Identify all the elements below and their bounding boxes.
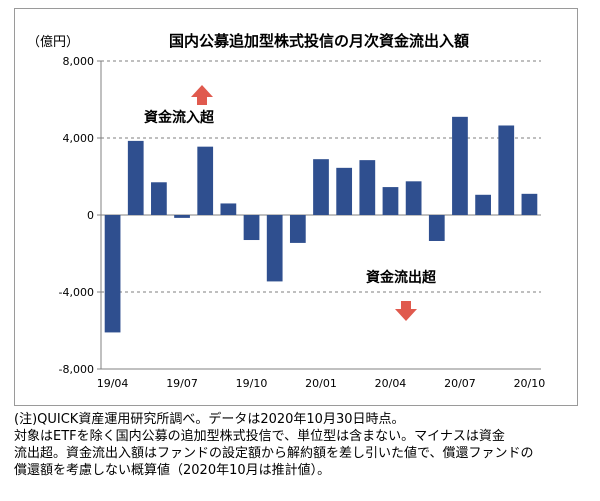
bar-20/01 [313,159,329,215]
bar-19/08 [197,146,214,215]
bar-19/11 [266,215,283,282]
x-tick-label: 20/10 [514,377,546,390]
y-tick-label: -4,000 [59,286,94,299]
x-tick-label: 20/04 [375,377,407,390]
down-arrow-icon [395,301,417,321]
bar-20/02 [336,167,353,215]
x-tick-labels: 19/04 19/07 19/10 20/01 20/04 20/07 20/10 [97,377,546,390]
bar-19/07 [174,215,190,218]
chart-title: 国内公募追加型株式投信の月次資金流出入額 [169,32,469,50]
bar-19/05 [127,140,144,215]
bar-20/09 [498,125,515,215]
y-tick-labels: 8,000 4,000 0 -4,000 -8,000 [59,55,94,376]
bar-20/08 [475,194,491,215]
y-tick-label: 4,000 [63,132,95,145]
x-tick-label: 19/04 [97,377,129,390]
y-tick-label: 0 [87,209,94,222]
x-tick-label: 20/07 [444,377,476,390]
bar-19/12 [289,215,306,243]
footnote-line: 対象はETFを除く国内公募の追加型株式投信で、単位型は含まない。マイナスは資金 [14,429,505,444]
footnote-line: 流出超。資金流出入額はファンドの設定額から解約額を差し引いた値で、償還ファンドの [14,446,534,461]
footnote-line: (注)QUICK資産運用研究所調べ。データは2020年10月30日時点。 [14,412,405,427]
inflow-label: 資金流入超 [144,109,215,126]
bar-20/05 [405,181,422,215]
bar-20/03 [359,160,376,215]
chart-frame: 国内公募追加型株式投信の月次資金流出入額 （億円） 8,000 4,000 0 -4,… [14,8,578,406]
footnote-line: 償還額を考慮しない概算値（2020年10月は推計値）。 [14,463,331,478]
up-arrow-icon [191,85,213,105]
bar-19/06 [151,182,167,215]
bar-19/10 [243,215,260,241]
x-tick-label: 19/07 [166,377,198,390]
bar-19/04 [104,215,121,333]
bars [104,116,538,333]
bar-20/06 [428,215,445,241]
bar-19/09 [220,203,237,215]
monthly-flow-chart: 国内公募追加型株式投信の月次資金流出入額 （億円） 8,000 4,000 0 -4,… [27,32,546,390]
bar-20/10 [521,193,538,215]
y-tick-label: 8,000 [63,55,95,68]
y-axis-unit-label: （億円） [27,34,79,50]
bar-20/04 [382,187,399,215]
x-tick-label: 19/10 [236,377,268,390]
outflow-label: 資金流出超 [366,269,437,286]
y-tick-label: -8,000 [59,363,94,376]
bar-20/07 [452,116,468,215]
footnotes: (注)QUICK資産運用研究所調べ。データは2020年10月30日時点。 対象は… [14,411,594,479]
annotations: 資金流入超 資金流出超 [144,85,437,321]
x-tick-label: 20/01 [305,377,337,390]
